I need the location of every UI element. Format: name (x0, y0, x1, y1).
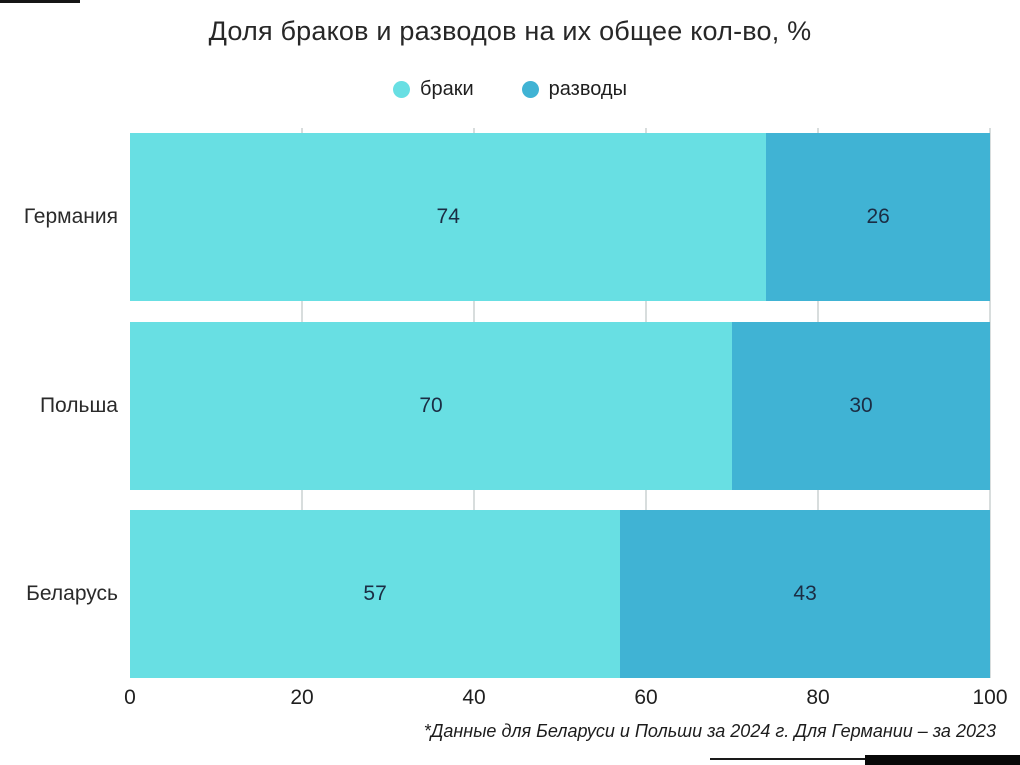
bar-segment-разводы: 30 (732, 321, 990, 490)
value-label: 57 (363, 582, 387, 605)
legend-label-divorces: разводы (548, 78, 627, 100)
x-axis-tick-label: 40 (462, 686, 486, 709)
value-label: 74 (436, 205, 460, 228)
x-axis: 0 20 40 60 80 100 (124, 686, 1007, 712)
bar-row: Германия 74 26 (24, 133, 990, 301)
bar-segment-разводы: 26 (766, 133, 990, 301)
value-label: 30 (849, 393, 873, 417)
bar-segment-браки: 57 (130, 510, 621, 678)
value-label: 26 (866, 205, 890, 228)
bar-segment-разводы: 43 (620, 510, 990, 678)
category-label: Германия (23, 205, 118, 228)
legend-swatch-marriages-icon (393, 81, 411, 98)
bar-row: Польша 70 30 (40, 321, 990, 490)
gridline (989, 128, 991, 678)
value-label: 43 (793, 582, 817, 605)
footnote: *Данные для Беларуси и Польши за 2024 г.… (423, 721, 996, 741)
bar-segment-браки: 70 (130, 321, 732, 490)
scan-artifact-bottom-right (865, 755, 1020, 765)
legend: браки разводы (0, 78, 1020, 101)
bar-row: Беларусь 57 43 (26, 510, 990, 678)
x-axis-tick-label: 60 (634, 686, 658, 709)
x-axis-tick-label: 0 (124, 686, 136, 709)
bar-segment-браки: 74 (130, 133, 767, 301)
legend-label-marriages: браки (420, 78, 474, 100)
x-axis-tick-label: 100 (972, 686, 1008, 709)
plot-area: Германия 74 26 Польша 70 30 Беларусь 57 43 (24, 128, 991, 678)
value-label: 70 (419, 393, 443, 417)
category-label: Польша (39, 393, 118, 417)
x-axis-tick-label: 80 (806, 686, 830, 709)
legend-swatch-divorces-icon (521, 81, 539, 98)
x-axis-tick-label: 20 (290, 686, 314, 709)
legend-item-marriages: браки (393, 78, 474, 101)
chart-title: Доля браков и разводов на их общее кол-в… (208, 16, 812, 46)
legend-item-divorces: разводы (521, 78, 627, 101)
scan-artifact-top-left (0, 0, 80, 3)
scan-artifact-bottom-line (710, 758, 867, 760)
category-label: Беларусь (26, 582, 118, 605)
